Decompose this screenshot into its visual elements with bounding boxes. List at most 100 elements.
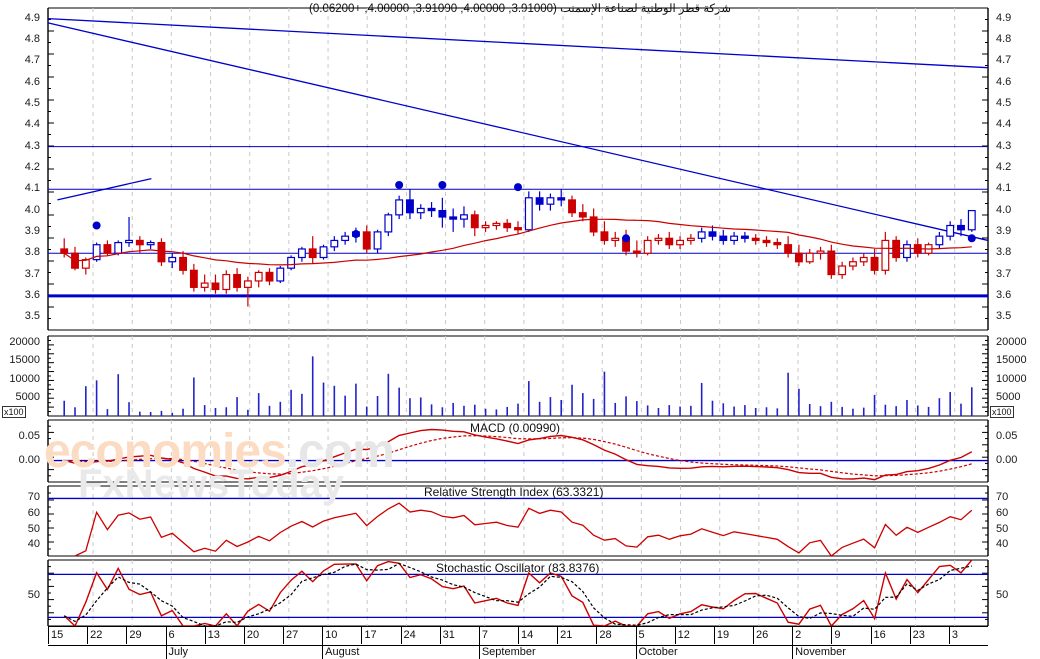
volume-axis-label-left: 10000: [9, 372, 40, 385]
volume-axis-label-right: 5000: [996, 390, 1021, 403]
x-axis-separator: [635, 626, 637, 644]
volume-axis-label-left: 15000: [9, 354, 40, 367]
x-axis-separator: [831, 626, 833, 644]
x-axis-date-label: 6: [168, 629, 175, 641]
price-axis-label-right: 4.3: [996, 139, 1012, 152]
x-axis-month-separator: [478, 644, 480, 659]
x-axis-month-separator: [635, 644, 637, 659]
x-axis-date-label: 21: [560, 629, 573, 641]
volume-multiplier-left: x100: [2, 406, 26, 418]
x-axis-month-separator: [792, 644, 794, 659]
price-axis-label-left: 3.9: [24, 224, 40, 237]
price-axis-label-left: 4.9: [24, 11, 40, 24]
x-axis-month-separator: [165, 644, 167, 659]
x-axis-date-label: 26: [756, 629, 769, 641]
price-axis-label-left: 4.2: [24, 160, 40, 173]
x-axis-separator: [674, 626, 676, 644]
rsi-axis-label-right: 40: [996, 538, 1009, 551]
price-axis-label-left: 4.0: [24, 203, 40, 216]
price-axis-label-left: 3.8: [24, 246, 40, 259]
x-axis-date-label: 10: [325, 629, 338, 641]
price-axis-label-left: 3.6: [24, 288, 40, 301]
price-axis-label-right: 3.7: [996, 267, 1012, 280]
volume-axis-label-right: 20000: [996, 336, 1027, 349]
x-axis-date-label: 23: [912, 629, 925, 641]
price-axis-label-left: 4.4: [24, 118, 40, 131]
price-axis-label-right: 4.0: [996, 203, 1012, 216]
price-axis-label-right: 3.9: [996, 224, 1012, 237]
x-axis-month-separator: [322, 644, 324, 659]
x-axis-separator: [596, 626, 598, 644]
x-axis-date-label: 9: [834, 629, 841, 641]
rsi-label: Relative Strength Index (63.3321): [424, 485, 604, 499]
x-axis-date-label: 19: [716, 629, 730, 641]
x-axis-month-label: September: [481, 646, 536, 658]
x-axis-separator: [400, 626, 402, 644]
x-axis-date-label: 7: [481, 629, 488, 641]
x-axis-date-label: 17: [364, 629, 377, 641]
macd-axis-label-right: 0.00: [996, 453, 1018, 466]
x-axis-separator: [870, 626, 872, 644]
macd-axis-label-left: 0.05: [18, 429, 40, 442]
x-axis-separator: [204, 626, 206, 644]
x-axis-separator: [243, 626, 245, 644]
price-axis-label-left: 3.7: [24, 267, 40, 280]
x-axis-date-label: 22: [90, 629, 103, 641]
volume-axis-label-right: 15000: [996, 354, 1027, 367]
x-axis-month-label: August: [325, 646, 360, 658]
x-axis-date-label: 31: [442, 629, 455, 641]
price-axis-label-right: 3.6: [996, 288, 1012, 301]
x-axis-date-label: 15: [51, 629, 64, 641]
volume-axis-label-right: 10000: [996, 372, 1027, 385]
x-axis-separator: [792, 626, 794, 644]
volume-axis-label-left: 20000: [9, 336, 40, 349]
x-axis-separator: [87, 626, 89, 644]
rsi-axis-label-left: 50: [27, 522, 40, 535]
price-axis-label-right: 4.4: [996, 118, 1012, 131]
rsi-axis-label-left: 40: [27, 538, 40, 551]
price-axis-label-left: 4.3: [24, 139, 40, 152]
x-axis-month-label: October: [638, 646, 678, 658]
price-axis-label-right: 4.8: [996, 32, 1012, 45]
macd-label: MACD (0.00990): [470, 421, 561, 435]
price-axis-label-right: 4.7: [996, 54, 1012, 67]
rsi-axis-label-right: 50: [996, 522, 1009, 535]
volume-axis-label-left: 5000: [15, 390, 40, 403]
rsi-axis-label-left: 70: [27, 491, 40, 504]
x-axis-separator: [322, 626, 324, 644]
x-axis-separator: [948, 626, 950, 644]
x-axis-separator: [48, 626, 49, 644]
rsi-axis-label-left: 60: [27, 507, 40, 519]
x-axis-date-label: 16: [873, 629, 886, 641]
x-axis-separator: [713, 626, 715, 644]
x-axis-separator: [439, 626, 441, 644]
x-axis-date-label: 3: [951, 629, 958, 641]
price-axis-label-left: 4.7: [24, 54, 40, 67]
macd-axis-label-right: 0.05: [996, 429, 1018, 442]
x-axis-date-label: 27: [286, 629, 299, 641]
chart-title: شركة قطر الوطنية لصناعة الإسمنت (3.91000…: [0, 1, 1040, 15]
price-axis-label-right: 3.8: [996, 246, 1012, 259]
price-axis-label-left: 4.5: [24, 96, 40, 109]
x-axis-separator: [126, 626, 128, 644]
x-axis-month-label: July: [168, 646, 189, 658]
x-axis-date-label: 28: [599, 629, 612, 641]
rsi-axis-label-right: 60: [996, 507, 1009, 519]
x-axis-separator: [165, 626, 167, 644]
ohlc-values: (3.91000, 4.00000, 3.91000, 4.00000, +0.…: [309, 3, 557, 15]
x-axis-date-label: 5: [638, 629, 645, 641]
price-axis-label-left: 4.1: [24, 182, 40, 195]
volume-multiplier-right: x100: [990, 406, 1014, 418]
price-axis-label-right: 4.6: [996, 75, 1012, 88]
price-axis-label-right: 4.9: [996, 11, 1012, 24]
price-axis-label-left: 4.8: [24, 32, 40, 45]
x-axis-separator: [909, 626, 911, 644]
price-axis-label-left: 3.5: [24, 310, 40, 323]
x-axis-date-label: 14: [521, 629, 534, 641]
x-axis-separator: [557, 626, 559, 644]
x-axis-separator: [478, 626, 480, 644]
x-axis-date-label: 29: [129, 629, 142, 641]
price-axis-label-left: 4.6: [24, 75, 40, 88]
